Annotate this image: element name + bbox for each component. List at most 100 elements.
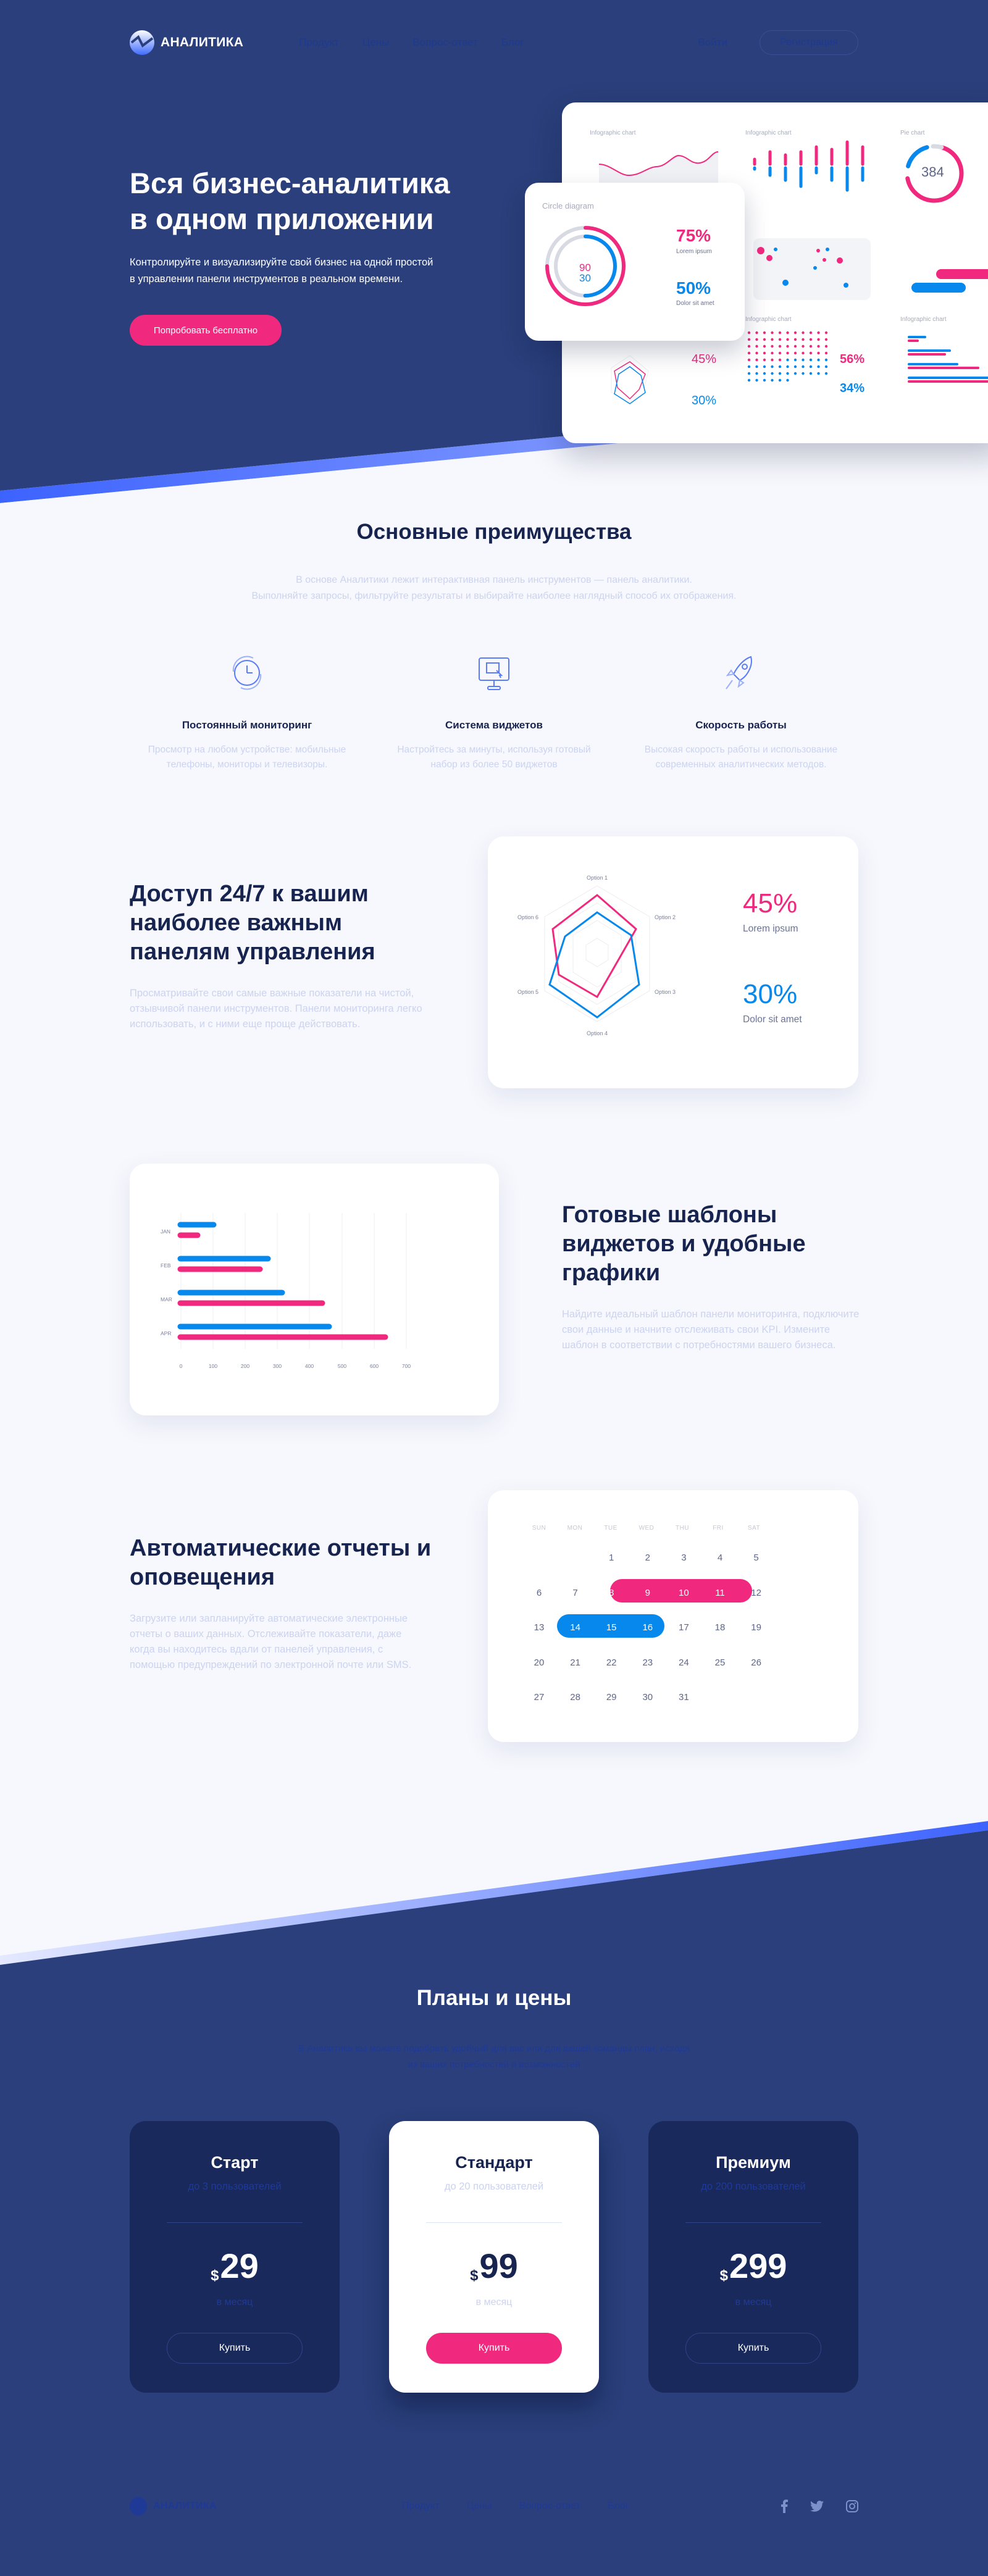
line-chart (598, 151, 719, 189)
feature-desc-line: современных аналитических методов. (655, 759, 827, 770)
plan-divider (167, 2222, 303, 2223)
footer: АНАЛИТИКА Продукт Цены Вопрос-ответ Блог (130, 2494, 858, 2519)
calendar-day[interactable]: 11 (715, 1587, 725, 1598)
calendar-day[interactable]: 29 (606, 1692, 617, 1703)
buy-premium-button[interactable]: Купить (685, 2333, 821, 2364)
calendar-day[interactable]: 10 (679, 1587, 689, 1598)
footer-nav-blog[interactable]: Блог (608, 2501, 629, 2511)
bar-label-jan: JAN (161, 1228, 170, 1235)
radar-stat2-group: 30% Dolor sit amet (743, 980, 802, 1025)
calendar-day[interactable]: 1 (609, 1553, 614, 1563)
calendar-day[interactable]: 6 (536, 1587, 542, 1598)
calendar-day[interactable]: 2 (645, 1553, 650, 1563)
register-button[interactable]: Регистрация (760, 30, 858, 55)
dots-stat1: 56% (840, 352, 865, 366)
bar-chart-card: JAN FEB MAR APR 0 100 200 300 400 500 600 700 (130, 1164, 499, 1415)
feature-speed: Скорость работы Высокая скорость работы … (636, 653, 846, 772)
rocket-icon (726, 656, 752, 690)
footer-nav-prices[interactable]: Цены (466, 2501, 492, 2511)
buy-standard-button[interactable]: Купить (426, 2333, 562, 2364)
feature-widgets-desc: Настройтесь за минуты, используя готовый… (389, 743, 599, 772)
try-free-button[interactable]: Попробовать бесплатно (130, 315, 282, 346)
calendar-day[interactable]: 31 (679, 1692, 689, 1703)
block1-desc: Просматривайте свои самые важные показат… (130, 988, 422, 1030)
top-nav: АНАЛИТИКА Продукт Цены Вопрос-ответ Блог… (130, 30, 858, 56)
bar-label-apr: APR (161, 1330, 171, 1336)
calendar-day[interactable]: 13 (534, 1622, 545, 1633)
calendar-day[interactable]: 7 (572, 1587, 578, 1598)
calendar-day[interactable]: 16 (642, 1622, 653, 1633)
radar-label-5: Option 5 (517, 989, 538, 995)
vertical-bar-chart (753, 140, 865, 192)
calendar-day[interactable]: 27 (534, 1692, 545, 1703)
plan-divider (685, 2222, 821, 2223)
hbar-chart-title: Infographic chart (900, 316, 947, 323)
calendar-day[interactable]: 26 (751, 1657, 761, 1668)
svg-text:600: 600 (370, 1363, 379, 1369)
weekday-fri: FRI (713, 1525, 724, 1532)
logo-icon (130, 30, 154, 55)
calendar-day[interactable]: 20 (534, 1657, 545, 1668)
calendar-day[interactable]: 22 (606, 1657, 617, 1668)
footer-logo[interactable]: АНАЛИТИКА (130, 2497, 217, 2516)
calendar-day[interactable]: 25 (714, 1657, 726, 1668)
nav-blog[interactable]: Блог (501, 36, 524, 48)
instagram-icon[interactable] (846, 2500, 858, 2512)
feature-monitoring-desc: Просмотр на любом устройстве: мобильные т… (142, 743, 352, 772)
calendar-day[interactable]: 14 (570, 1622, 580, 1633)
block3-desc: Загрузите или запланируйте автоматически… (130, 1613, 412, 1670)
logo[interactable]: АНАЛИТИКА (130, 30, 243, 55)
svg-text:500: 500 (338, 1363, 346, 1369)
nav-prices[interactable]: Цены (362, 36, 390, 48)
pink-date-range[interactable] (610, 1579, 752, 1603)
footer-nav-faq[interactable]: Вопрос-ответ (519, 2501, 581, 2511)
plan-price: $99 (389, 2248, 599, 2295)
calendar-day[interactable]: 3 (681, 1553, 687, 1563)
calendar-day[interactable]: 30 (642, 1692, 653, 1703)
calendar-day[interactable]: 23 (642, 1657, 653, 1668)
calendar-day[interactable]: 18 (714, 1622, 726, 1633)
feature-monitoring: Постоянный мониторинг Просмотр на любом … (142, 653, 352, 772)
calendar-day[interactable]: 15 (606, 1622, 617, 1633)
advantages-subtitle: В основе Аналитики лежит интерактивная п… (0, 572, 988, 604)
plan-start-card: Старт до 3 пользователей $29 в месяц Куп… (130, 2121, 340, 2393)
calendar-day[interactable]: 24 (679, 1657, 689, 1668)
radar-chart: Option 1 Option 2 Option 3 Option 4 Opti… (517, 875, 676, 1036)
weekday-sat: SAT (747, 1525, 761, 1532)
calendar-day[interactable]: 9 (645, 1587, 650, 1598)
calendar-day[interactable]: 19 (751, 1622, 761, 1633)
bar-chart-title: Infographic chart (745, 130, 792, 136)
login-link[interactable]: Войти (698, 36, 727, 48)
calendar-day[interactable]: 8 (609, 1587, 614, 1598)
nav-product[interactable]: Продукт (299, 36, 339, 48)
bar-label-feb: FEB (161, 1262, 171, 1269)
blue-date-range[interactable] (557, 1614, 664, 1638)
block3-title: Автоматические отчеты и оповещения (130, 1535, 432, 1590)
price-value: 299 (729, 2246, 787, 2285)
calendar-day[interactable]: 4 (717, 1553, 723, 1563)
buy-start-button[interactable]: Купить (167, 2333, 303, 2364)
line-chart-title: Infographic chart (590, 130, 636, 136)
circle-stat2-label: Dolor sit amet (676, 300, 714, 307)
calendar-day[interactable]: 21 (570, 1657, 580, 1668)
calendar-day[interactable]: 28 (570, 1692, 580, 1703)
calendar-day[interactable]: 5 (753, 1553, 759, 1563)
plan-period: в месяц (216, 2297, 253, 2307)
plan-premium-card: Премиум до 200 пользователей $299 в меся… (648, 2121, 858, 2393)
calendar-day[interactable]: 17 (679, 1622, 689, 1633)
horizontal-bar-chart: JAN FEB MAR APR 0 100 200 300 400 500 600 700 (161, 1213, 411, 1369)
mini-radar-stat2: 30% (692, 394, 717, 407)
plan-standard-card: Стандарт до 20 пользователей $99 в месяц… (389, 2121, 599, 2393)
radar-stat1: 45% (743, 888, 798, 919)
twitter-icon[interactable] (810, 2500, 824, 2512)
facebook-icon[interactable] (781, 2499, 788, 2513)
nav-faq[interactable]: Вопрос-ответ (412, 36, 478, 48)
price-value: 29 (220, 2246, 259, 2285)
calendar-day[interactable]: 12 (751, 1587, 761, 1598)
mini-radar-chart (611, 355, 649, 404)
feature-widgets-title: Система виджетов (445, 719, 543, 731)
weekday-tue: TUE (604, 1525, 618, 1532)
footer-nav-product[interactable]: Продукт (401, 2501, 440, 2511)
plan-price: $299 (648, 2248, 858, 2295)
radar-stat2-label: Dolor sit amet (743, 1014, 802, 1025)
